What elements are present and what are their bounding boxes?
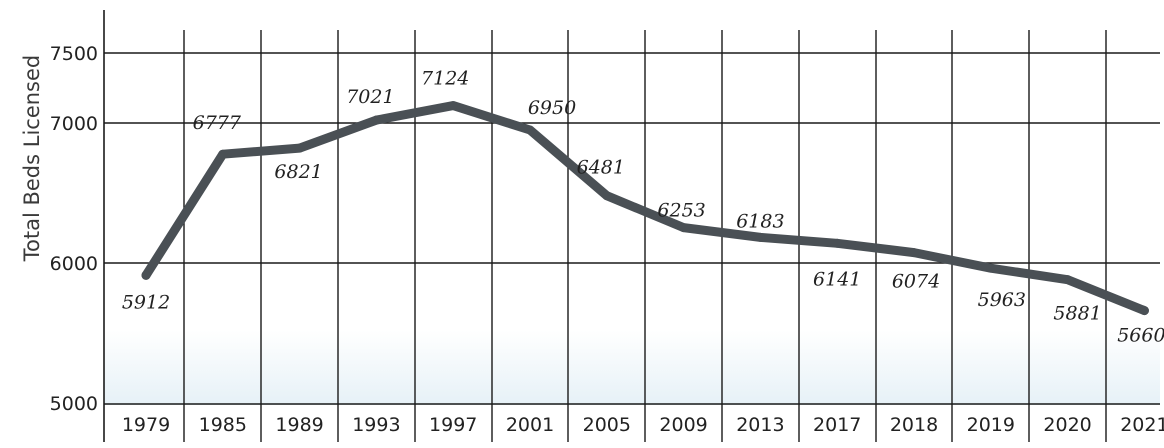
data-label-2017: 6141 [813, 268, 861, 290]
x-tick-label-2020: 2020 [1043, 414, 1091, 436]
x-tick-label-2021: 2021 [1120, 414, 1164, 436]
y-tick-label-5000: 5000 [50, 393, 98, 415]
data-point-1997 [448, 101, 458, 111]
data-point-1993 [371, 115, 381, 125]
x-tick-label-2018: 2018 [890, 414, 938, 436]
data-label-2018: 6074 [892, 271, 940, 293]
x-tick-label-1979: 1979 [122, 414, 170, 436]
data-label-2013: 6183 [736, 210, 784, 232]
x-tick-label-2019: 2019 [967, 414, 1015, 436]
series-line [141, 101, 1149, 316]
data-label-2009: 6253 [657, 200, 705, 222]
data-label-2001: 6950 [528, 97, 576, 119]
data-point-1985 [218, 149, 228, 159]
bottom-shade [104, 330, 1160, 405]
x-tick-label-2013: 2013 [736, 414, 784, 436]
y-tick-label-7000: 7000 [50, 113, 98, 135]
x-tick-label-1997: 1997 [429, 414, 477, 436]
grid [104, 30, 1160, 442]
data-point-1979 [141, 270, 151, 280]
data-point-2018 [909, 248, 919, 258]
data-point-2020 [1063, 275, 1073, 285]
data-label-1985: 6777 [193, 112, 242, 134]
y-axis-label: Total Beds Licensed [20, 55, 44, 263]
y-tick-label-7500: 7500 [50, 43, 98, 65]
data-label-1979: 5912 [122, 291, 170, 313]
data-point-2013 [755, 232, 765, 242]
data-point-2021 [1139, 306, 1149, 316]
data-point-2009 [679, 223, 689, 233]
x-tick-label-1993: 1993 [352, 414, 400, 436]
x-tick-label-1989: 1989 [275, 414, 323, 436]
data-point-2005 [602, 191, 612, 201]
x-tick-label-2009: 2009 [659, 414, 707, 436]
data-point-2017 [832, 238, 842, 248]
data-point-1989 [295, 143, 305, 153]
data-label-1997: 7124 [421, 68, 469, 90]
axes: 5000 6000 7000 7500 1979 1985 1989 1993 1997 2001… [50, 10, 1164, 442]
x-tick-label-2005: 2005 [583, 414, 631, 436]
data-label-2020: 5881 [1053, 303, 1101, 325]
x-tick-label-2001: 2001 [506, 414, 554, 436]
x-tick-label-1985: 1985 [199, 414, 247, 436]
data-labels: 5912 6777 6821 7021 7124 6950 6481 6253 6183 6141… [122, 68, 1164, 347]
data-label-2021: 5660 [1117, 325, 1164, 347]
x-tick-label-2017: 2017 [813, 414, 861, 436]
y-tick-label-6000: 6000 [50, 253, 98, 275]
data-point-2001 [525, 125, 535, 135]
data-label-2005: 6481 [577, 157, 625, 179]
data-label-2019: 5963 [978, 289, 1026, 311]
data-point-2019 [986, 263, 996, 273]
data-label-1993: 7021 [346, 86, 394, 108]
data-label-1989: 6821 [274, 161, 322, 183]
series [141, 101, 1149, 316]
